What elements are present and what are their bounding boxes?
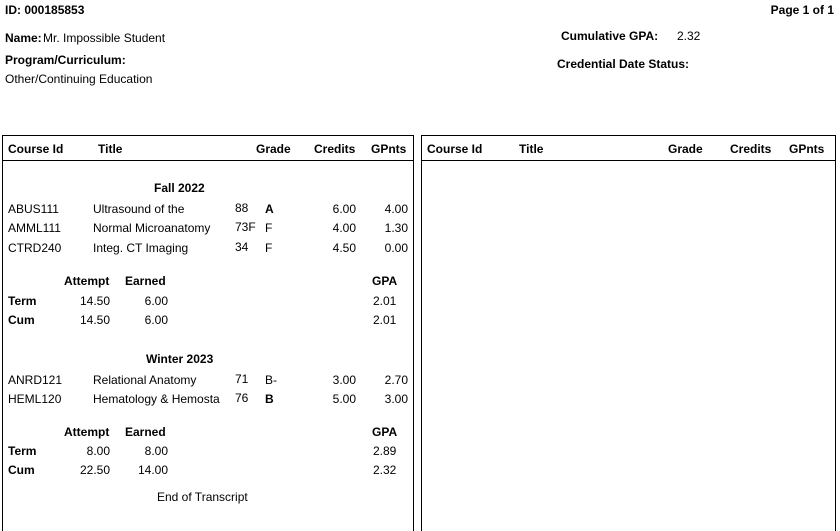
course-grade: B	[265, 392, 274, 406]
summary-gpa: 2.32	[373, 463, 397, 477]
course-score: 71	[235, 372, 249, 386]
course-title: Ultrasound of the	[93, 202, 185, 216]
summary-attempt: 8.00	[86, 444, 110, 458]
summary-gpa: 2.89	[373, 444, 397, 458]
summary-earned: 6.00	[144, 294, 168, 308]
name-label: Name:	[5, 31, 42, 45]
right-transcript-panel	[421, 135, 836, 531]
course-score: 88	[235, 201, 249, 215]
summary-label: Cum	[8, 463, 35, 477]
course-id: AMML111	[8, 221, 61, 235]
course-gpnts: 2.70	[384, 373, 408, 387]
course-grade: F	[265, 221, 273, 235]
summary-earned: 8.00	[144, 444, 168, 458]
summary-gpa: 2.01	[373, 313, 397, 327]
course-gpnts: 3.00	[384, 392, 408, 406]
course-id: CTRD240	[8, 241, 62, 255]
name-value: Mr. Impossible Student	[43, 31, 166, 45]
summary-earned-header: Earned	[125, 274, 166, 288]
col-gpnts: GPnts	[371, 142, 407, 156]
col-gpnts-right: GPnts	[789, 142, 825, 156]
term-heading: Winter 2023	[146, 352, 214, 366]
summary-attempt-header: Attempt	[64, 425, 110, 439]
summary-attempt-header: Attempt	[64, 274, 110, 288]
summary-attempt: 14.50	[79, 294, 110, 308]
summary-label: Term	[8, 294, 37, 308]
course-gpnts: 0.00	[384, 241, 408, 255]
course-grade: F	[265, 241, 273, 255]
summary-earned: 6.00	[144, 313, 168, 327]
course-credits: 4.00	[332, 221, 356, 235]
course-title: Hematology & Hemosta	[93, 392, 220, 406]
student-id: ID: 000185853	[5, 3, 85, 17]
course-grade: B-	[265, 373, 277, 387]
course-id: ABUS111	[8, 202, 59, 216]
summary-label: Cum	[8, 313, 35, 327]
course-score: 76	[235, 391, 249, 405]
summary-attempt: 14.50	[79, 313, 110, 327]
course-score: 34	[235, 240, 249, 254]
col-credits-right: Credits	[730, 142, 772, 156]
summary-earned: 14.00	[137, 463, 168, 477]
cumulative-gpa-label: Cumulative GPA:	[561, 29, 659, 43]
col-grade-right: Grade	[668, 142, 703, 156]
left-header-divider	[2, 160, 413, 161]
course-gpnts: 4.00	[384, 202, 408, 216]
page-number: Page 1 of 1	[770, 3, 834, 17]
course-gpnts: 1.30	[384, 221, 408, 235]
program-label: Program/Curriculum:	[5, 53, 126, 67]
summary-gpa: 2.01	[373, 294, 397, 308]
cumulative-gpa-value: 2.32	[677, 29, 701, 43]
term-heading: Fall 2022	[154, 181, 205, 195]
summary-earned-header: Earned	[125, 425, 166, 439]
course-score: 73F	[235, 220, 256, 234]
col-title-right: Title	[519, 142, 544, 156]
credential-date-status-label: Credential Date Status:	[557, 57, 690, 71]
course-credits: 4.50	[332, 241, 356, 255]
summary-label: Term	[8, 444, 37, 458]
course-title: Integ. CT Imaging	[93, 241, 189, 255]
course-id: ANRD121	[8, 373, 63, 387]
course-credits: 3.00	[332, 373, 356, 387]
col-credits: Credits	[314, 142, 356, 156]
summary-gpa-header: GPA	[372, 425, 398, 439]
course-id: HEML120	[8, 392, 62, 406]
left-transcript-panel	[2, 135, 414, 531]
end-of-transcript: End of Transcript	[157, 490, 248, 504]
course-credits: 5.00	[332, 392, 356, 406]
course-title: Relational Anatomy	[93, 373, 197, 387]
col-course-id-right: Course Id	[427, 142, 483, 156]
program-value: Other/Continuing Education	[5, 72, 153, 86]
summary-attempt: 22.50	[79, 463, 110, 477]
col-grade: Grade	[256, 142, 291, 156]
col-course-id: Course Id	[8, 142, 64, 156]
summary-gpa-header: GPA	[372, 274, 398, 288]
course-grade: A	[265, 202, 274, 216]
col-title: Title	[98, 142, 123, 156]
course-title: Normal Microanatomy	[93, 221, 211, 235]
right-header-divider	[421, 160, 835, 161]
course-credits: 6.00	[332, 202, 356, 216]
